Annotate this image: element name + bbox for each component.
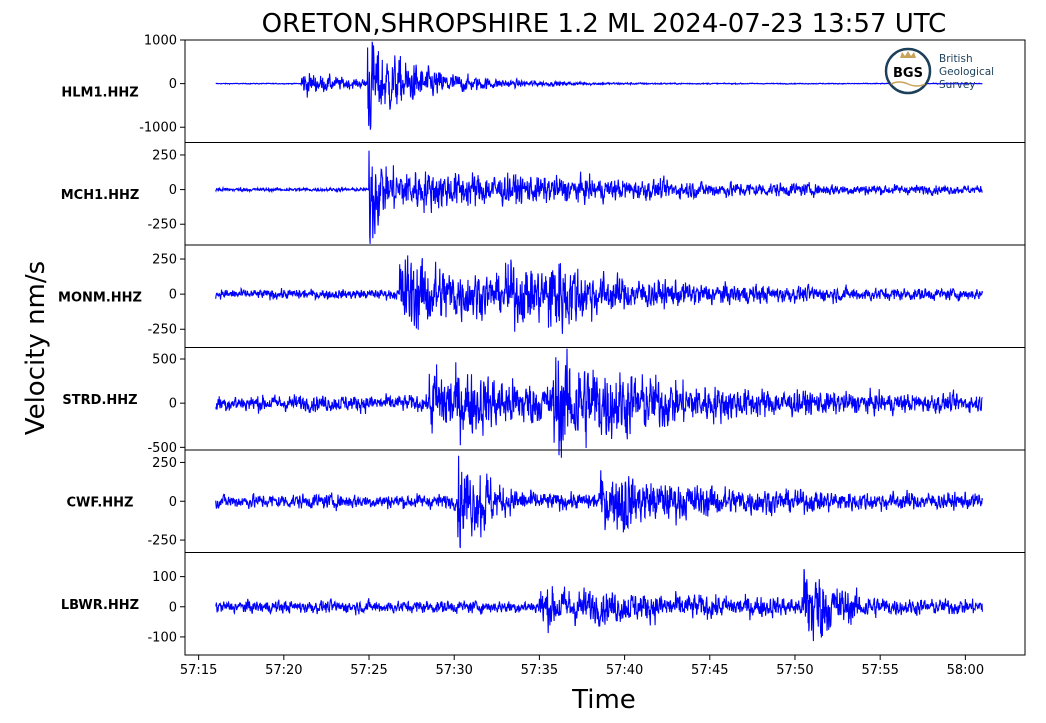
panel-2: 250 0 -250 MCH1.HHZ (61, 142, 1026, 246)
x-tick-label: 57:50 (776, 663, 813, 678)
bgs-logo-line-1: British (939, 53, 973, 65)
waveform-lbwr-hhz (215, 569, 983, 642)
x-tick-label: 57:20 (265, 663, 302, 678)
bgs-logo-line-2: Geological (939, 66, 994, 78)
y-tick-label: -250 (147, 534, 177, 549)
panel-5: 250 0 -250 CWF.HHZ (67, 449, 1026, 553)
x-tick-label: 57:55 (861, 663, 898, 678)
panels-group: 10000-1000HLM1.HHZ2500-250MCH1.HHZ2500-2… (58, 34, 1026, 656)
y-tick-label: -100 (147, 630, 177, 645)
x-tick-label: 57:40 (606, 663, 643, 678)
station-label: STRD.HHZ (62, 393, 137, 408)
bgs-logo-monogram: BGS (893, 66, 923, 81)
x-axis-label: Time (571, 685, 636, 715)
panel-1: 1000 0 -1000 HLM1.HHZ (61, 34, 1026, 143)
panel-6: 100 0 -100 LBWR.HHZ (61, 552, 1026, 656)
y-tick-label: 250 (152, 253, 177, 268)
bgs-logo-line-3: Survey (939, 79, 976, 91)
waveform-hlm1-hhz (215, 41, 983, 130)
waveform-mch1-hhz (215, 150, 983, 244)
x-tick-label: 57:30 (435, 663, 472, 678)
y-tick-label: 500 (152, 352, 177, 367)
bgs-logo: BGS British Geological Survey (884, 47, 994, 95)
waveform-strd-hhz (215, 348, 983, 458)
station-label: LBWR.HHZ (61, 598, 139, 613)
station-label: CWF.HHZ (67, 495, 134, 510)
x-tick-label: 58:00 (947, 663, 984, 678)
y-tick-label: 0 (169, 288, 177, 303)
y-tick-label: -250 (147, 323, 177, 338)
panel-frame (184, 142, 1026, 246)
station-label: HLM1.HHZ (61, 85, 138, 100)
x-tick-label: 57:35 (521, 663, 558, 678)
x-tick-label: 57:15 (180, 663, 217, 678)
station-label: MONM.HHZ (58, 290, 142, 305)
y-tick-label: -250 (147, 218, 177, 233)
station-label: MCH1.HHZ (61, 188, 140, 203)
bgs-logo-wave-icon (890, 81, 926, 87)
chart-title: ORETON,SHROPSHIRE 1.2 ML 2024-07-23 13:5… (262, 9, 947, 39)
y-tick-label: 0 (169, 183, 177, 198)
y-tick-label: 250 (152, 148, 177, 163)
y-tick-label: 250 (152, 456, 177, 471)
waveform-cwf-hhz (215, 455, 983, 549)
y-tick-label: -500 (147, 441, 177, 456)
waveform-monm-hhz (215, 255, 983, 334)
panel-3: 250 0 -250 MONM.HHZ (58, 244, 1026, 348)
x-tick-label: 57:25 (350, 663, 387, 678)
y-tick-label: 100 (152, 570, 177, 585)
y-tick-label: 0 (169, 397, 177, 412)
y-tick-label: 0 (169, 495, 177, 510)
y-tick-label: -1000 (139, 121, 177, 136)
y-axis-label: Velocity nm/s (21, 261, 51, 435)
y-tick-label: 1000 (144, 34, 177, 49)
panel-frame (184, 552, 1026, 656)
y-tick-label: 0 (169, 600, 177, 615)
panel-4: 500 0 -500 STRD.HHZ (62, 347, 1026, 458)
y-tick-label: 0 (169, 77, 177, 92)
x-axis: 57:15 57:20 57:25 57:30 57:35 57:40 57:45 57:50… (180, 655, 984, 678)
bgs-logo-crown-icon (900, 51, 916, 58)
x-tick-label: 57:45 (691, 663, 728, 678)
